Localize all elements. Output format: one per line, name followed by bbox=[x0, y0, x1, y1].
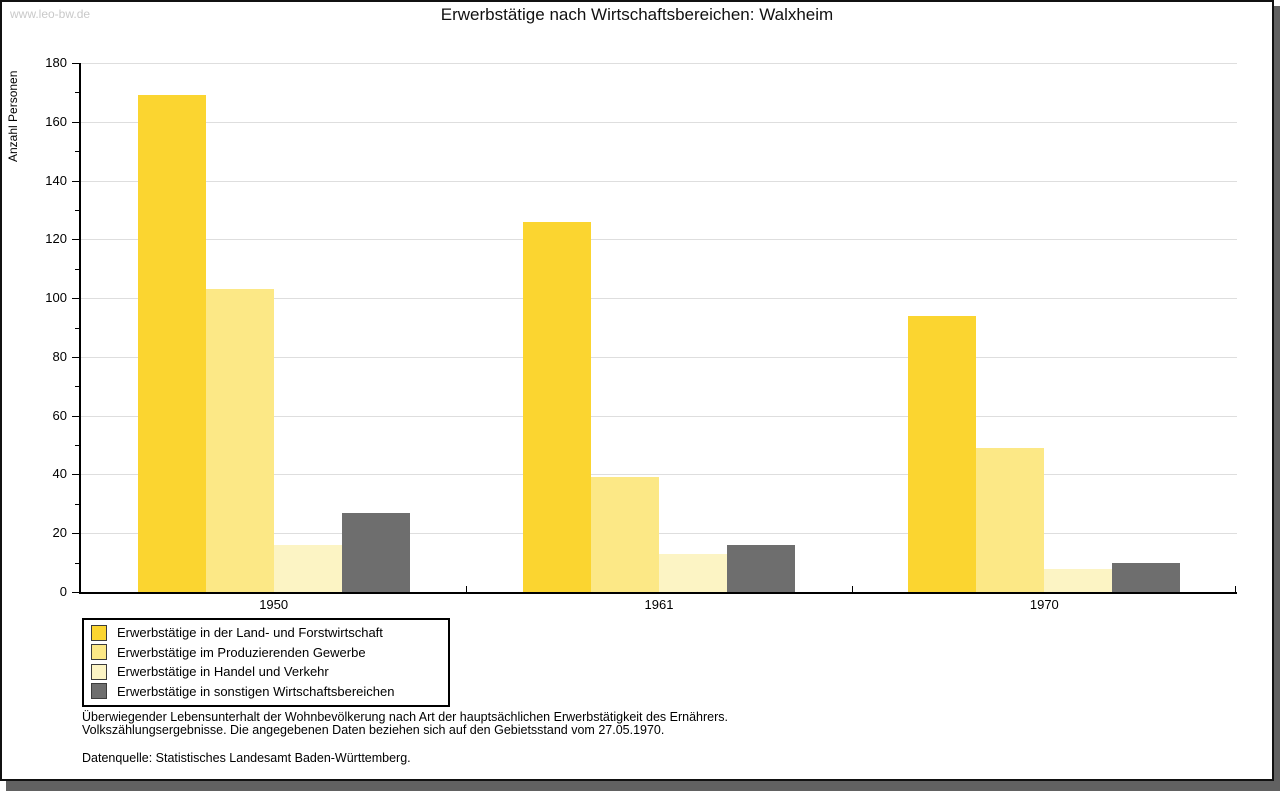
bar bbox=[908, 315, 977, 592]
bar bbox=[1112, 562, 1181, 592]
y-axis-title: Anzahl Personen bbox=[6, 70, 20, 162]
legend-swatch bbox=[91, 683, 107, 700]
x-axis-tick bbox=[851, 586, 853, 592]
y-tick-60 bbox=[72, 415, 79, 417]
y-tick-100 bbox=[72, 298, 79, 300]
y-tick-130 bbox=[75, 209, 79, 211]
y-tick-150 bbox=[75, 151, 79, 153]
legend-swatch bbox=[91, 624, 107, 641]
gridline-40 bbox=[81, 474, 1237, 476]
bar bbox=[523, 221, 591, 592]
gridline-180 bbox=[81, 63, 1237, 64]
bar bbox=[591, 477, 659, 592]
bar bbox=[273, 544, 342, 592]
bar bbox=[1044, 568, 1113, 592]
y-tick-30 bbox=[75, 503, 79, 505]
gridline-160 bbox=[81, 121, 1237, 123]
y-tick-0 bbox=[72, 592, 79, 593]
footnote-line-2: Volkszählungsergebnisse. Die angegebenen… bbox=[82, 723, 665, 737]
gridline-140 bbox=[81, 180, 1237, 182]
y-tick-50 bbox=[75, 445, 79, 447]
bar bbox=[727, 544, 795, 592]
legend-label: Erwerbstätige in der Land- und Forstwirt… bbox=[117, 625, 383, 641]
y-tick-label-140: 140 bbox=[45, 172, 67, 188]
y-tick-label-0: 0 bbox=[59, 584, 67, 599]
x-category-label: 1970 bbox=[1029, 597, 1059, 612]
gridline-120 bbox=[81, 239, 1237, 241]
legend-row: Erwerbstätige in sonstigen Wirtschaftsbe… bbox=[91, 682, 448, 702]
x-category-label: 1950 bbox=[259, 597, 289, 612]
legend-row: Erwerbstätige in Handel und Verkehr bbox=[91, 662, 448, 682]
y-tick-label-160: 160 bbox=[45, 113, 67, 129]
bar bbox=[205, 289, 274, 592]
y-tick-40 bbox=[72, 474, 79, 476]
bar bbox=[976, 448, 1045, 592]
bar bbox=[341, 512, 410, 592]
y-tick-80 bbox=[72, 356, 79, 358]
y-tick-label-100: 100 bbox=[45, 290, 67, 306]
y-tick-label-40: 40 bbox=[52, 466, 67, 482]
plot-area: 0 20 40 60 80 100 120 140 160 180 1950 1961 1970 bbox=[45, 56, 1237, 612]
gridline-80 bbox=[81, 356, 1237, 358]
y-tick-10 bbox=[75, 562, 79, 564]
y-tick-110 bbox=[75, 268, 79, 270]
legend: Erwerbstätige in der Land- und Forstwirt… bbox=[82, 618, 450, 707]
y-tick-20 bbox=[72, 533, 79, 535]
y-tick-120 bbox=[72, 239, 79, 241]
chart-title: Erwerbstätige nach Wirtschaftsbereichen:… bbox=[440, 5, 834, 24]
bar bbox=[659, 553, 727, 592]
gridline-60 bbox=[81, 415, 1237, 417]
watermark: www.leo-bw.de bbox=[10, 7, 91, 21]
y-tick-label-60: 60 bbox=[52, 407, 67, 423]
data-source: Datenquelle: Statistisches Landesamt Bad… bbox=[82, 751, 411, 765]
legend-swatch bbox=[91, 644, 107, 661]
y-tick-label-120: 120 bbox=[45, 231, 67, 247]
legend-swatch bbox=[91, 663, 107, 680]
x-category-label: 1961 bbox=[644, 597, 674, 612]
legend-label: Erwerbstätige im Produzierenden Gewerbe bbox=[117, 644, 366, 660]
gridline-20 bbox=[81, 533, 1237, 535]
y-tick-160 bbox=[72, 121, 79, 123]
y-tick-label-180: 180 bbox=[45, 55, 67, 70]
y-tick-140 bbox=[72, 180, 79, 182]
footnote-line-1: Überwiegender Lebensunterhalt der Wohnbe… bbox=[82, 710, 728, 724]
y-tick-70 bbox=[75, 386, 79, 388]
x-axis-tick bbox=[466, 586, 468, 592]
y-tick-90 bbox=[75, 327, 79, 329]
legend-label: Erwerbstätige in Handel und Verkehr bbox=[117, 664, 329, 680]
legend-label: Erwerbstätige in sonstigen Wirtschaftsbe… bbox=[117, 683, 395, 699]
y-tick-label-80: 80 bbox=[52, 348, 67, 364]
bar bbox=[137, 95, 206, 592]
y-tick-label-20: 20 bbox=[52, 525, 67, 541]
y-tick-170 bbox=[75, 92, 79, 94]
gridline-100 bbox=[81, 298, 1237, 300]
legend-row: Erwerbstätige im Produzierenden Gewerbe bbox=[91, 643, 448, 663]
y-tick-180 bbox=[72, 63, 79, 64]
legend-row: Erwerbstätige in der Land- und Forstwirt… bbox=[91, 623, 448, 643]
x-axis-tick bbox=[1235, 586, 1236, 592]
